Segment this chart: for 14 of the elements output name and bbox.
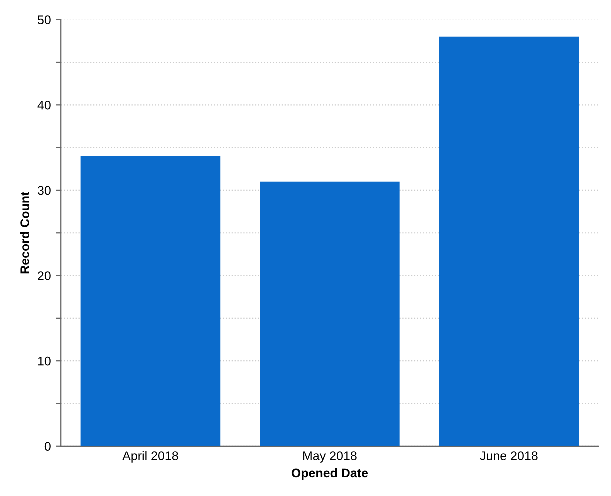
y-tick-label: 50 — [38, 16, 51, 24]
x-axis-title: Opened Date — [292, 468, 368, 480]
x-tick-label: April 2018 — [122, 451, 178, 463]
y-tick-label: 20 — [38, 272, 51, 280]
y-axis-title: Record Count — [20, 192, 30, 274]
x-tick-label: May 2018 — [304, 452, 357, 463]
y-tick-label: 40 — [38, 100, 51, 110]
x-tick-label: June 2018 — [480, 452, 538, 460]
bar — [439, 36, 580, 446]
bar — [80, 156, 221, 446]
y-tick-label: 30 — [38, 186, 51, 196]
bar — [260, 182, 400, 446]
y-tick-label: 0 — [44, 442, 51, 452]
y-tick-label: 10 — [38, 356, 51, 366]
